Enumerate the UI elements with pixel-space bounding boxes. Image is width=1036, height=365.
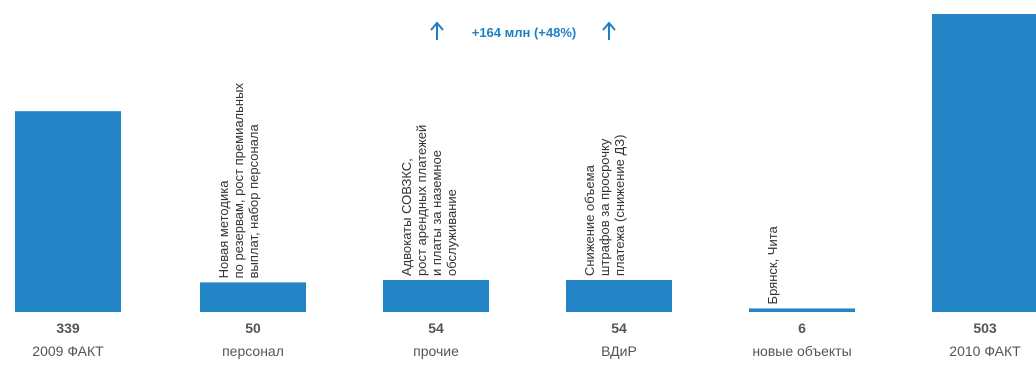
- annotation-4: Брянск, Чита: [765, 225, 780, 304]
- category-label-4: новые объекты: [752, 343, 851, 359]
- annotation-2-line-1: рост арендных платежей: [414, 125, 429, 276]
- bar-3: [566, 280, 672, 312]
- annotation-1: Новая методика по резервам, рост премиаль…: [216, 83, 261, 279]
- annotation-3-line-2: платежа (снижение ДЗ): [612, 135, 627, 276]
- category-label-3: ВДиР: [601, 343, 637, 359]
- category-label-1: персонал: [222, 343, 284, 359]
- category-label-0: 2009 ФАКТ: [32, 343, 104, 359]
- annotation-1-line-0: Новая методика: [216, 180, 231, 279]
- value-label-4: 6: [798, 320, 806, 336]
- annotation-3-line-1: штрафов за просрочку: [597, 138, 612, 276]
- annotation-1-line-2: выплат, набор персонала: [246, 124, 261, 279]
- annotation-2-line-0: Адвокаты СОВЗКС,: [399, 158, 414, 276]
- bars-group: [15, 14, 1036, 312]
- annotation-4-line-0: Брянск, Чита: [765, 225, 780, 304]
- category-label-5: 2010 ФАКТ: [949, 343, 1021, 359]
- arrow-up-icon-right: [602, 21, 616, 40]
- value-label-0: 339: [56, 320, 80, 336]
- bar-4: [749, 308, 855, 312]
- annotation-2-line-3: обслуживание: [444, 189, 459, 276]
- value-label-5: 503: [973, 320, 997, 336]
- annotation-3: Снижение объема штрафов за просрочку плате…: [582, 135, 627, 276]
- labels-group: 339 2009 ФАКТ 50 персонал 54 прочие 54 ВДиР 6 нов…: [32, 320, 1021, 359]
- value-label-2: 54: [428, 320, 444, 336]
- annotation-2-line-2: и платы за наземное: [429, 150, 444, 276]
- annotation-1-line-1: по резервам, рост премиальных: [231, 83, 246, 279]
- bar-0: [15, 111, 121, 312]
- bar-2: [383, 280, 489, 312]
- annotation-3-line-0: Снижение объема: [582, 164, 597, 276]
- bar-1: [200, 282, 306, 312]
- arrow-up-icon-left: [430, 21, 444, 40]
- bar-5: [932, 14, 1036, 312]
- value-label-3: 54: [611, 320, 627, 336]
- category-label-2: прочие: [413, 343, 459, 359]
- value-label-1: 50: [245, 320, 261, 336]
- annotations-group: Новая методика по резервам, рост премиаль…: [216, 83, 780, 305]
- delta-callout: +164 млн (+48%): [430, 21, 616, 40]
- annotation-2: Адвокаты СОВЗКС, рост арендных платежей и …: [399, 125, 459, 276]
- delta-label: +164 млн (+48%): [472, 25, 577, 40]
